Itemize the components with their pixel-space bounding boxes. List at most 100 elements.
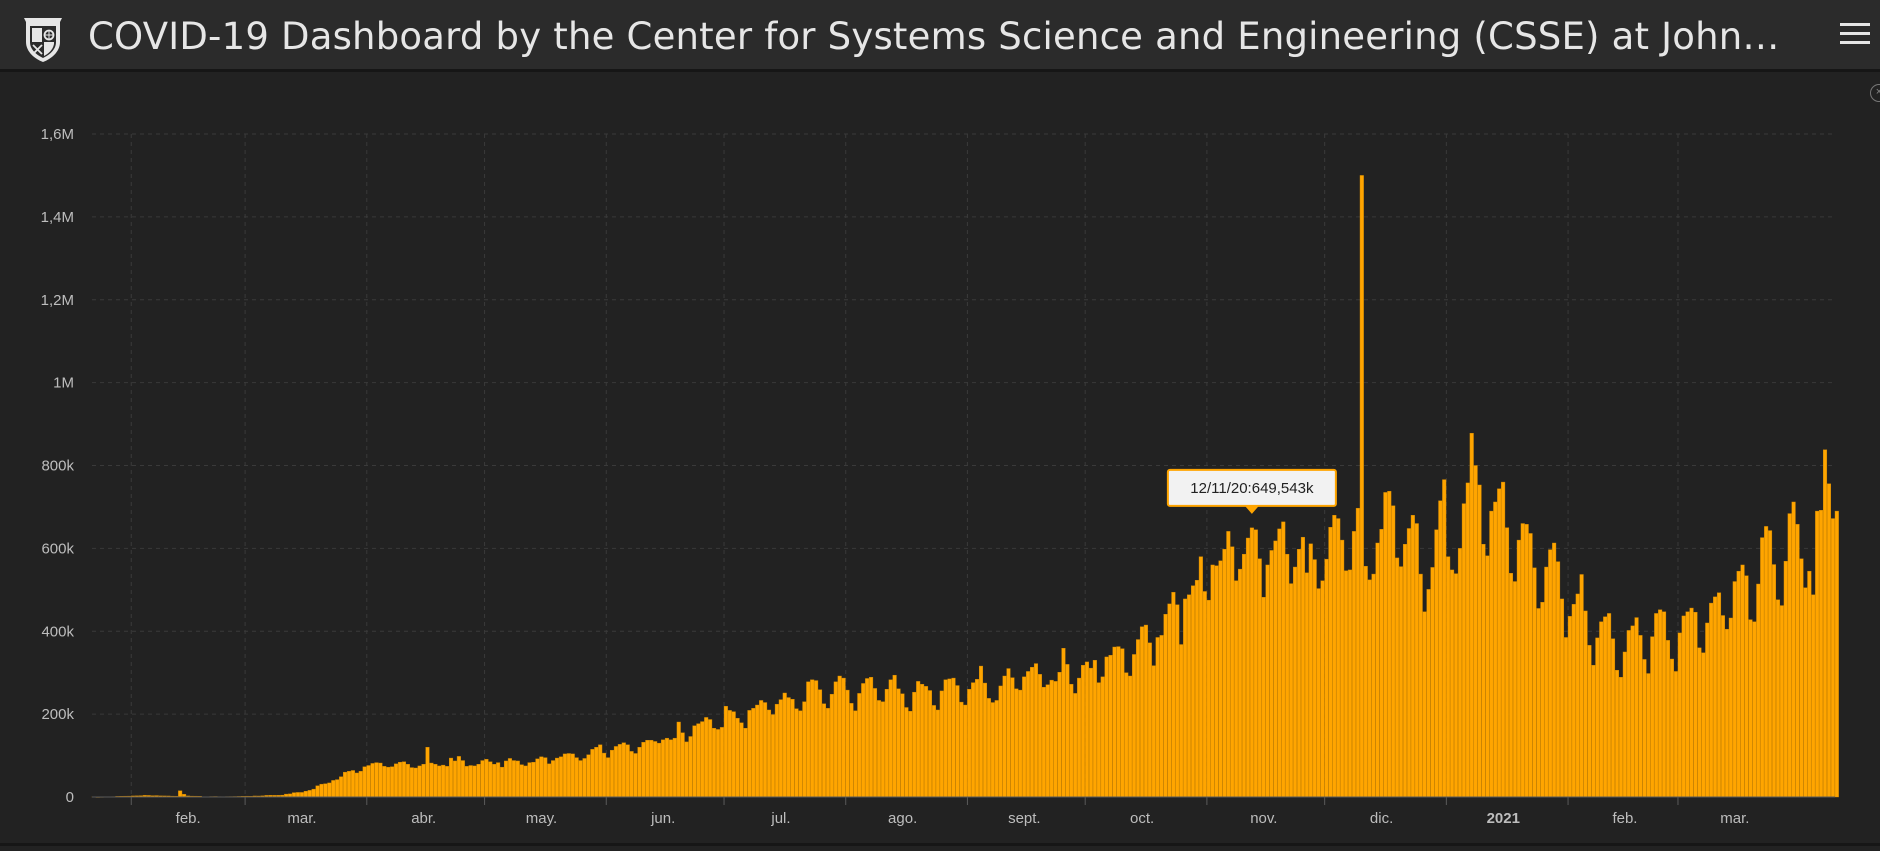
bar[interactable]	[535, 758, 540, 798]
bar[interactable]	[743, 728, 748, 798]
bar[interactable]	[1493, 501, 1498, 798]
bar[interactable]	[1654, 613, 1659, 798]
bar[interactable]	[1446, 556, 1451, 798]
bar[interactable]	[433, 764, 438, 798]
bar[interactable]	[370, 763, 375, 798]
bar[interactable]	[1626, 630, 1631, 798]
bar[interactable]	[825, 708, 830, 798]
bar[interactable]	[979, 665, 984, 798]
bar[interactable]	[1073, 693, 1078, 798]
bar[interactable]	[1112, 646, 1117, 798]
bar[interactable]	[350, 770, 355, 798]
bar[interactable]	[916, 681, 921, 798]
bar[interactable]	[562, 753, 567, 798]
bar[interactable]	[1128, 675, 1133, 798]
bar[interactable]	[1740, 564, 1745, 798]
bar[interactable]	[1599, 621, 1604, 798]
bar[interactable]	[574, 757, 579, 798]
bar[interactable]	[1834, 510, 1839, 798]
bar[interactable]	[1304, 572, 1309, 798]
bar[interactable]	[441, 764, 446, 798]
bar[interactable]	[1202, 591, 1207, 798]
bar[interactable]	[445, 766, 450, 798]
bar[interactable]	[731, 711, 736, 798]
bar[interactable]	[1591, 665, 1596, 798]
bar[interactable]	[1136, 639, 1141, 798]
bar[interactable]	[1159, 635, 1164, 798]
bar[interactable]	[1795, 524, 1800, 798]
bar[interactable]	[586, 754, 591, 798]
bar[interactable]	[480, 760, 485, 798]
bar[interactable]	[323, 783, 328, 798]
bar[interactable]	[688, 736, 693, 798]
bar[interactable]	[394, 763, 399, 798]
bar[interactable]	[1261, 597, 1266, 798]
bar[interactable]	[637, 747, 642, 798]
bar[interactable]	[429, 762, 434, 798]
bar[interactable]	[1351, 531, 1356, 798]
bar[interactable]	[1768, 530, 1773, 798]
bar[interactable]	[1355, 507, 1360, 798]
bar[interactable]	[1033, 663, 1038, 798]
bar[interactable]	[853, 710, 858, 798]
bar[interactable]	[829, 694, 834, 798]
bar[interactable]	[994, 700, 999, 798]
bar[interactable]	[1442, 479, 1447, 798]
bar[interactable]	[1238, 568, 1243, 798]
bar[interactable]	[343, 771, 348, 798]
bar[interactable]	[1328, 527, 1333, 798]
bar[interactable]	[1167, 603, 1172, 798]
bar[interactable]	[904, 707, 909, 798]
bar[interactable]	[311, 788, 316, 798]
bar[interactable]	[1819, 510, 1824, 798]
bar[interactable]	[609, 749, 615, 798]
bar[interactable]	[366, 765, 371, 798]
bar[interactable]	[1497, 488, 1502, 798]
bar[interactable]	[1438, 500, 1443, 798]
bar[interactable]	[417, 765, 422, 798]
bar[interactable]	[339, 776, 344, 798]
bar[interactable]	[303, 790, 308, 798]
bar[interactable]	[763, 702, 768, 798]
bar[interactable]	[1096, 682, 1101, 798]
bar[interactable]	[1508, 573, 1513, 798]
bar[interactable]	[292, 792, 297, 798]
bar[interactable]	[1744, 575, 1749, 798]
bar[interactable]	[1018, 689, 1023, 798]
bar[interactable]	[425, 747, 430, 798]
bar[interactable]	[715, 729, 720, 798]
bar[interactable]	[1662, 611, 1667, 798]
bar[interactable]	[1650, 636, 1655, 798]
bar[interactable]	[759, 700, 764, 798]
bar[interactable]	[774, 703, 779, 798]
bar[interactable]	[1104, 656, 1109, 798]
bar[interactable]	[331, 780, 336, 798]
bar[interactable]	[1528, 533, 1533, 798]
bar[interactable]	[382, 766, 387, 798]
bar[interactable]	[409, 767, 414, 798]
bar[interactable]	[1316, 588, 1321, 798]
bar[interactable]	[1406, 528, 1411, 798]
bar[interactable]	[625, 744, 630, 798]
bar[interactable]	[1540, 602, 1545, 798]
bar[interactable]	[806, 681, 811, 798]
bar[interactable]	[1320, 580, 1325, 798]
bar[interactable]	[1163, 614, 1168, 798]
bar[interactable]	[1014, 688, 1019, 798]
bar[interactable]	[1037, 674, 1042, 798]
bar[interactable]	[566, 753, 571, 798]
bar[interactable]	[982, 682, 987, 798]
bar[interactable]	[1823, 449, 1828, 798]
bar[interactable]	[621, 742, 626, 798]
bar[interactable]	[1175, 604, 1180, 798]
bar[interactable]	[790, 699, 795, 798]
bar[interactable]	[468, 765, 473, 798]
bar[interactable]	[1426, 589, 1431, 798]
bar[interactable]	[1516, 539, 1521, 798]
bar[interactable]	[912, 691, 917, 798]
bar[interactable]	[1336, 518, 1341, 798]
bar[interactable]	[1748, 619, 1753, 798]
bar[interactable]	[476, 764, 481, 798]
bar[interactable]	[645, 740, 650, 798]
bar[interactable]	[1100, 676, 1105, 798]
